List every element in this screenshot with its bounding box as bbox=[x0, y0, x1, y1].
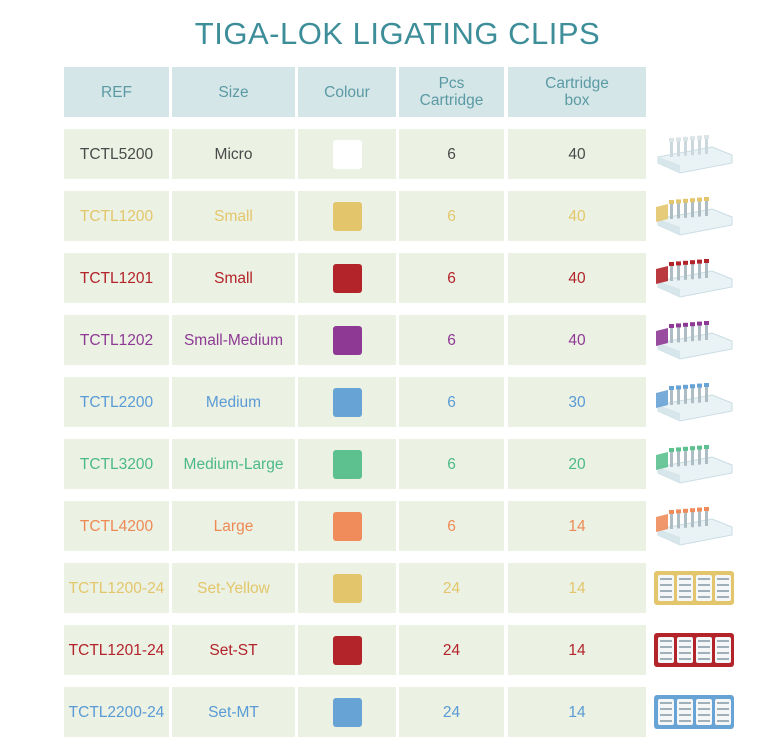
box-cell: 14 bbox=[508, 501, 646, 551]
box-cell: 40 bbox=[508, 129, 646, 179]
ref-cell: TCTL1200-24 bbox=[64, 563, 169, 613]
pcs-cell: 6 bbox=[399, 439, 504, 489]
size-cell: Small bbox=[172, 253, 295, 303]
pcs-cell: 6 bbox=[399, 377, 504, 427]
pcs-cell: 24 bbox=[399, 563, 504, 613]
micro-cartridge-image bbox=[657, 135, 733, 174]
box-cell: 30 bbox=[508, 377, 646, 427]
size-cell: Medium-Large bbox=[172, 439, 295, 489]
colour-swatch bbox=[332, 139, 362, 169]
pcs-cell: 24 bbox=[399, 687, 504, 737]
yellow-cartridge-image bbox=[656, 197, 733, 236]
box-cell: 14 bbox=[508, 563, 646, 613]
orange-cartridge-image bbox=[656, 507, 733, 546]
colour-cell bbox=[298, 687, 396, 737]
blue-set-image bbox=[654, 695, 734, 729]
page-title: TIGA-LOK LIGATING CLIPS bbox=[194, 16, 601, 51]
colour-cell bbox=[298, 439, 396, 489]
ref-cell: TCTL1201 bbox=[64, 253, 169, 303]
ref-cell: TCTL1200 bbox=[64, 191, 169, 241]
header-pcs-cartridge: Pcs Cartridge bbox=[399, 67, 504, 117]
header-colour: Colour bbox=[298, 67, 396, 117]
colour-cell bbox=[298, 253, 396, 303]
colour-cell bbox=[298, 563, 396, 613]
size-cell: Medium bbox=[172, 377, 295, 427]
box-cell: 14 bbox=[508, 687, 646, 737]
size-cell: Set-MT bbox=[172, 687, 295, 737]
pcs-cell: 24 bbox=[399, 625, 504, 675]
red-cartridge-image bbox=[656, 259, 733, 298]
ref-cell: TCTL2200 bbox=[64, 377, 169, 427]
purple-cartridge-image bbox=[656, 321, 733, 360]
red-set-image bbox=[654, 633, 734, 667]
colour-swatch bbox=[332, 263, 362, 293]
pcs-cell: 6 bbox=[399, 315, 504, 365]
colour-swatch bbox=[332, 635, 362, 665]
header-size: Size bbox=[172, 67, 295, 117]
box-cell: 20 bbox=[508, 439, 646, 489]
colour-swatch bbox=[332, 573, 362, 603]
colour-swatch bbox=[332, 325, 362, 355]
colour-cell bbox=[298, 501, 396, 551]
size-cell: Small bbox=[172, 191, 295, 241]
size-cell: Micro bbox=[172, 129, 295, 179]
ref-cell: TCTL1202 bbox=[64, 315, 169, 365]
ref-cell: TCTL4200 bbox=[64, 501, 169, 551]
ref-cell: TCTL1201-24 bbox=[64, 625, 169, 675]
colour-cell bbox=[298, 129, 396, 179]
blue-cartridge-image bbox=[656, 383, 733, 422]
yellow-set-image bbox=[654, 571, 734, 605]
box-cell: 40 bbox=[508, 191, 646, 241]
size-cell: Set-ST bbox=[172, 625, 295, 675]
ref-cell: TCTL2200-24 bbox=[64, 687, 169, 737]
colour-swatch bbox=[332, 511, 362, 541]
colour-cell bbox=[298, 191, 396, 241]
colour-swatch bbox=[332, 387, 362, 417]
header-ref: REF bbox=[64, 67, 169, 117]
ref-cell: TCTL5200 bbox=[64, 129, 169, 179]
header-cartridge-box: Cartridge box bbox=[508, 67, 646, 117]
pcs-cell: 6 bbox=[399, 253, 504, 303]
pcs-cell: 6 bbox=[399, 129, 504, 179]
pcs-cell: 6 bbox=[399, 501, 504, 551]
colour-swatch bbox=[332, 201, 362, 231]
box-cell: 40 bbox=[508, 253, 646, 303]
box-cell: 14 bbox=[508, 625, 646, 675]
colour-swatch bbox=[332, 449, 362, 479]
size-cell: Set-Yellow bbox=[172, 563, 295, 613]
box-cell: 40 bbox=[508, 315, 646, 365]
size-cell: Small-Medium bbox=[172, 315, 295, 365]
colour-cell bbox=[298, 315, 396, 365]
colour-swatch bbox=[332, 697, 362, 727]
ref-cell: TCTL3200 bbox=[64, 439, 169, 489]
green-cartridge-image bbox=[656, 445, 733, 484]
colour-cell bbox=[298, 625, 396, 675]
colour-cell bbox=[298, 377, 396, 427]
size-cell: Large bbox=[172, 501, 295, 551]
pcs-cell: 6 bbox=[399, 191, 504, 241]
